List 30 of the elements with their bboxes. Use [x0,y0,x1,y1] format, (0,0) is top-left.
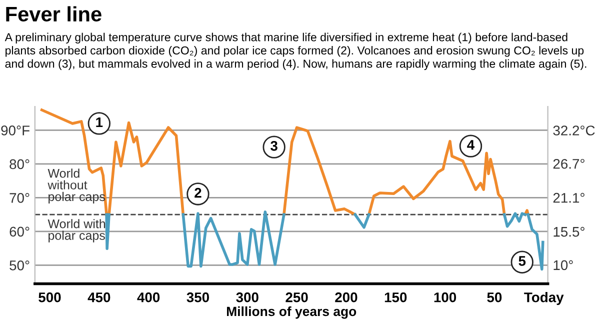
x-tick-label: 50 [487,292,502,302]
x-tick-label: 400 [137,292,160,302]
x-tick-label: 450 [88,292,110,302]
chart-subtitle: A preliminary global temperature curve shows that marine life diversified in extreme heat (1) before land-based plants absorbed carbon dioxide (CO₂) and polar ice caps formed (2). Volcanoes and erosion swung CO₂ levels up and down (3), but mammals evolved in a warm period (4). Now, humans are rapidly warming the climate again (5). [4,32,586,70]
annotation: 5 [518,256,526,266]
chart-title: Fever line [6,6,102,22]
annotation: 3 [270,140,278,151]
y-tick-label: 90°F [1,126,30,136]
y-tick-label: 80° [10,159,30,170]
y2-tick-label: 21.1° [553,192,584,203]
annotation: 4 [467,140,475,150]
y-tick-label: 50° [10,260,30,270]
annotation: 1 [96,118,103,128]
y-tick-label: 70° [10,193,30,203]
y2-tick-label: 15.5° [554,226,584,237]
x-tick-label: 350 [186,292,209,302]
y2-tick-label: 26.7° [553,158,584,169]
x-tick-label: Today [524,292,564,305]
x-tick-label: 250 [286,292,308,302]
annotation: World with polar caps [48,219,106,242]
x-tick-label: 300 [236,292,258,302]
y-tick-label: 60° [10,226,30,237]
x-tick-label: 500 [38,292,61,302]
x-axis-title: Millions of years ago [227,306,356,319]
x-tick-label: 100 [434,292,456,302]
y2-tick-label: 10° [554,260,573,270]
x-tick-label: 200 [335,292,358,302]
y2-tick-label: 32.2°C [553,126,595,136]
x-tick-label: 150 [384,292,407,302]
annotation: 2 [194,188,202,198]
